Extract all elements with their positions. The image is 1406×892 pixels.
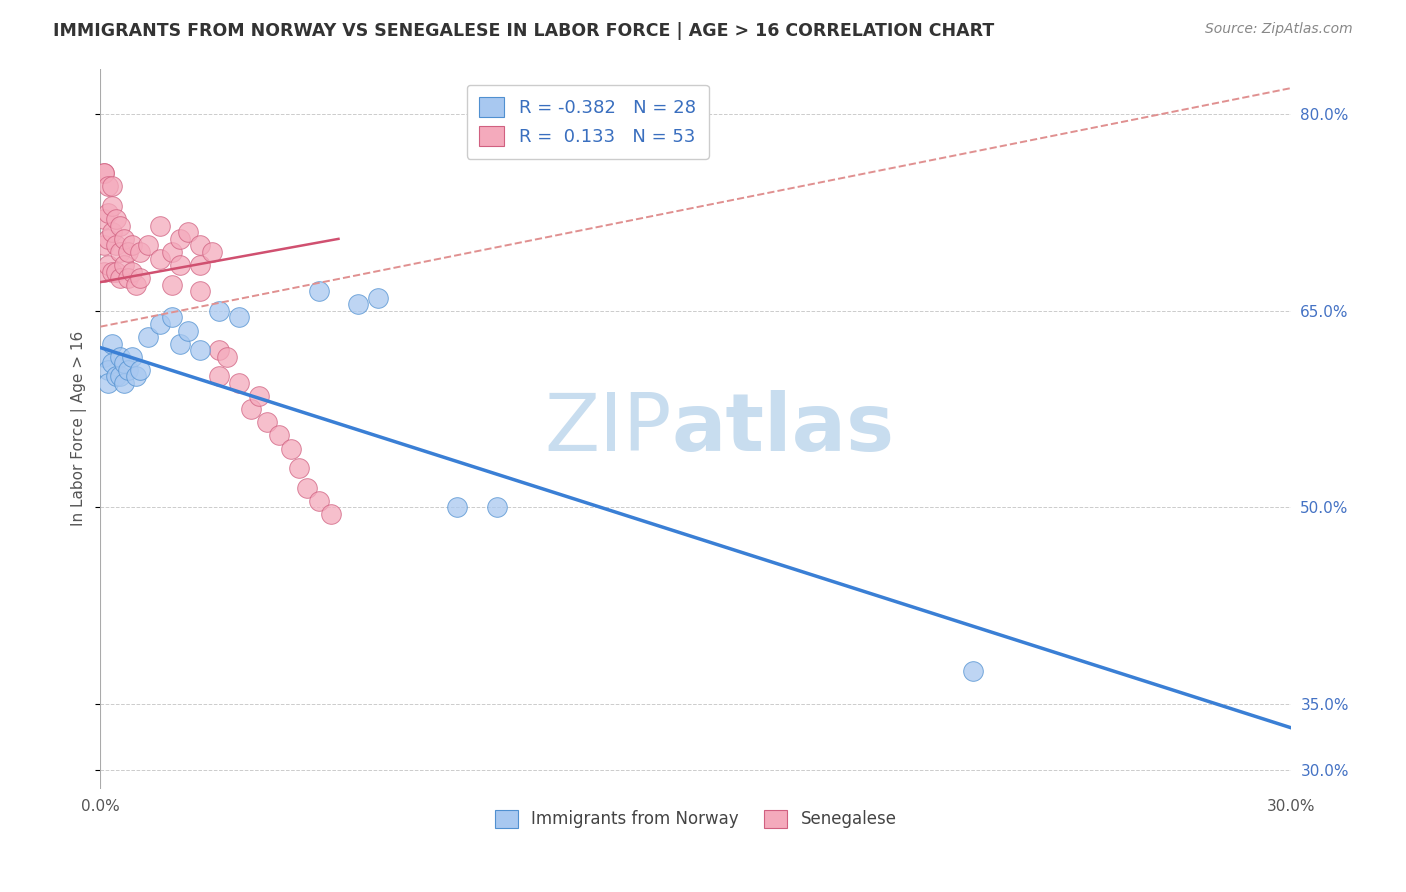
Point — [105, 265, 128, 279]
Point — [188, 238, 211, 252]
Point — [117, 271, 139, 285]
Point — [97, 179, 120, 194]
Point — [347, 297, 370, 311]
Legend: Immigrants from Norway, Senegalese: Immigrants from Norway, Senegalese — [488, 803, 903, 835]
Text: Source: ZipAtlas.com: Source: ZipAtlas.com — [1205, 22, 1353, 37]
Point — [93, 166, 115, 180]
Point — [125, 277, 148, 292]
Point — [110, 271, 132, 285]
Point — [112, 258, 135, 272]
Point — [97, 376, 120, 390]
Point — [97, 363, 120, 377]
Point — [319, 507, 342, 521]
Point — [169, 336, 191, 351]
Point — [280, 442, 302, 456]
Point — [110, 244, 132, 259]
Point — [288, 461, 311, 475]
Point — [169, 232, 191, 246]
Point — [160, 310, 183, 325]
Point — [486, 500, 509, 515]
Point — [136, 330, 159, 344]
Point — [295, 481, 318, 495]
Point — [97, 232, 120, 246]
Point — [267, 428, 290, 442]
Point — [962, 665, 984, 679]
Point — [93, 238, 115, 252]
Point — [208, 369, 231, 384]
Point — [129, 363, 152, 377]
Point — [110, 350, 132, 364]
Point — [228, 376, 250, 390]
Point — [208, 304, 231, 318]
Point — [188, 343, 211, 358]
Point — [97, 258, 120, 272]
Point — [247, 389, 270, 403]
Point — [308, 285, 330, 299]
Point — [256, 415, 278, 429]
Point — [101, 199, 124, 213]
Point — [93, 265, 115, 279]
Point — [188, 258, 211, 272]
Point — [129, 271, 152, 285]
Point — [149, 317, 172, 331]
Point — [169, 258, 191, 272]
Point — [367, 291, 389, 305]
Point — [160, 277, 183, 292]
Point — [121, 350, 143, 364]
Point — [93, 212, 115, 227]
Point — [136, 238, 159, 252]
Point — [110, 369, 132, 384]
Point — [101, 336, 124, 351]
Point — [208, 343, 231, 358]
Point — [177, 225, 200, 239]
Point — [446, 500, 468, 515]
Point — [105, 212, 128, 227]
Point — [93, 350, 115, 364]
Point — [117, 363, 139, 377]
Point — [101, 225, 124, 239]
Point — [112, 376, 135, 390]
Point — [188, 285, 211, 299]
Point — [121, 265, 143, 279]
Point — [97, 205, 120, 219]
Point — [149, 219, 172, 233]
Point — [101, 356, 124, 370]
Point — [93, 166, 115, 180]
Point — [101, 179, 124, 194]
Y-axis label: In Labor Force | Age > 16: In Labor Force | Age > 16 — [72, 331, 87, 526]
Text: ZIP: ZIP — [544, 390, 672, 468]
Point — [105, 238, 128, 252]
Point — [308, 494, 330, 508]
Point — [117, 244, 139, 259]
Point — [200, 244, 222, 259]
Point — [112, 356, 135, 370]
Point — [177, 324, 200, 338]
Point — [121, 238, 143, 252]
Point — [149, 252, 172, 266]
Point — [110, 219, 132, 233]
Point — [129, 244, 152, 259]
Point — [240, 402, 263, 417]
Point — [217, 350, 239, 364]
Point — [101, 265, 124, 279]
Point — [160, 244, 183, 259]
Point — [125, 369, 148, 384]
Point — [228, 310, 250, 325]
Point — [112, 232, 135, 246]
Text: IMMIGRANTS FROM NORWAY VS SENEGALESE IN LABOR FORCE | AGE > 16 CORRELATION CHART: IMMIGRANTS FROM NORWAY VS SENEGALESE IN … — [53, 22, 994, 40]
Text: atlas: atlas — [672, 390, 894, 468]
Point — [105, 369, 128, 384]
